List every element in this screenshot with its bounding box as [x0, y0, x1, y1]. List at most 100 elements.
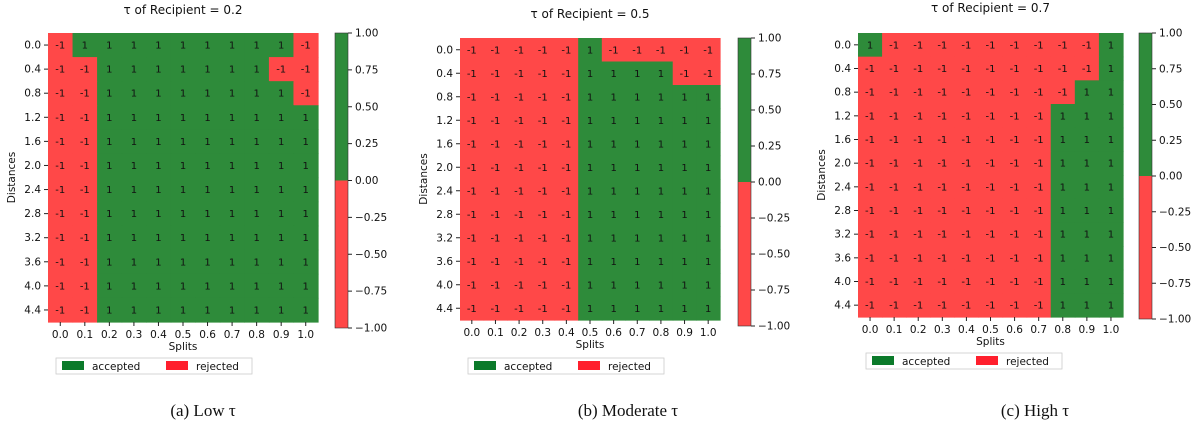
heatmap-cell — [625, 61, 650, 86]
heatmap-cell — [244, 129, 270, 155]
heatmap-cell — [625, 202, 650, 227]
colorbar-accepted — [738, 38, 751, 182]
heatmap-cell — [507, 296, 532, 321]
cell-label: -1 — [490, 280, 500, 291]
heatmap-panel-2: τ of Recipient = 0.5 -1 -1 -1 -1 -1 1 -1 -1 -1 -1 -… — [418, 7, 790, 420]
cell-label: -1 — [490, 163, 500, 174]
heatmap-cell — [672, 296, 697, 321]
cell-label: 1 — [1108, 253, 1114, 264]
cell-label: -1 — [538, 210, 548, 221]
heatmap-cell — [1026, 56, 1052, 81]
heatmap-cell — [268, 81, 295, 106]
cell-label: 1 — [634, 186, 640, 197]
cell-label: -1 — [889, 230, 899, 241]
cell-label: 1 — [180, 65, 186, 76]
heatmap-cell — [1098, 222, 1124, 247]
cell-label: 1 — [634, 257, 640, 268]
cell-label: 1 — [180, 41, 186, 52]
heatmap-cell — [170, 273, 196, 299]
cell-label: -1 — [55, 137, 65, 148]
colorbar-tick-label: −0.75 — [355, 286, 387, 298]
cell-label: -1 — [538, 163, 548, 174]
cell-label: -1 — [913, 182, 923, 193]
cell-label: -1 — [55, 65, 65, 76]
cell-label: -1 — [865, 182, 875, 193]
cell-label: 1 — [658, 139, 664, 150]
heatmap-cell — [649, 273, 674, 298]
heatmap-cell — [1002, 104, 1028, 129]
heatmap-cell — [882, 33, 907, 58]
x-tick-label: 0.3 — [534, 327, 551, 339]
cell-label: -1 — [1034, 64, 1044, 75]
heatmap-cell — [1074, 127, 1100, 152]
heatmap-cell — [578, 226, 603, 251]
heatmap-cell — [483, 155, 508, 180]
cell-label: 1 — [1084, 230, 1090, 241]
y-tick-label: 0.0 — [436, 44, 453, 56]
cell-label: 1 — [587, 163, 593, 174]
heatmap-cell — [978, 33, 1004, 58]
heatmap-cell — [146, 81, 172, 106]
cell-label: 1 — [253, 89, 259, 100]
cell-label: 1 — [131, 209, 137, 220]
x-tick-label: 0.8 — [653, 327, 670, 339]
colorbar-tick-label: 0.25 — [1159, 135, 1182, 147]
heatmap-cell — [146, 201, 172, 227]
cell-label: 1 — [634, 116, 640, 127]
cell-label: -1 — [913, 159, 923, 170]
heatmap-cell — [530, 296, 556, 321]
cell-label: 1 — [106, 233, 112, 244]
heatmap-cell — [219, 129, 245, 155]
cell-label: 1 — [1060, 230, 1066, 241]
x-tick-label: 0.5 — [175, 329, 192, 341]
heatmap-cell — [170, 81, 196, 106]
heatmap-cell — [625, 85, 650, 110]
heatmap-cell — [930, 80, 955, 105]
heatmap-cell — [978, 80, 1004, 105]
heatmap-cell — [268, 297, 295, 323]
heatmap-cell — [601, 273, 627, 298]
colorbar-tick-label: 0.00 — [758, 177, 781, 189]
cell-label: 1 — [681, 233, 687, 244]
cell-label: 1 — [1084, 277, 1090, 288]
cell-label: 1 — [253, 113, 259, 124]
cell-label: -1 — [467, 280, 477, 291]
cell-label: 1 — [180, 209, 186, 220]
cell-label: 1 — [681, 139, 687, 150]
heatmap-cell — [1050, 104, 1076, 129]
heatmap-cell — [882, 175, 907, 200]
cell-label: 1 — [278, 41, 284, 52]
cell-label: 1 — [587, 45, 593, 56]
heatmap-cell — [97, 273, 123, 299]
heatmap-cell — [244, 105, 270, 130]
heatmap-cell — [195, 33, 221, 58]
heatmap-cell — [954, 80, 980, 105]
heatmap-cell — [954, 269, 980, 294]
cell-label: -1 — [961, 277, 971, 288]
cell-label: 1 — [1108, 64, 1114, 75]
heatmap-cell — [1002, 198, 1028, 223]
cell-label: -1 — [561, 116, 571, 127]
heatmap-cell — [121, 249, 147, 275]
heatmap-cell — [601, 132, 627, 157]
heatmap-cell — [121, 297, 147, 323]
heatmap-cell — [625, 155, 650, 180]
heatmap-cell — [121, 273, 147, 299]
cell-label: 1 — [634, 92, 640, 103]
cell-label: 1 — [253, 185, 259, 196]
heatmap-cell — [170, 129, 196, 155]
y-tick-label: 2.0 — [834, 158, 851, 170]
cell-label: -1 — [889, 64, 899, 75]
heatmap-cell — [672, 85, 697, 110]
cell-label: -1 — [1010, 253, 1020, 264]
cell-label: 1 — [705, 186, 711, 197]
heatmap-cell — [1098, 293, 1124, 318]
cell-label: -1 — [656, 45, 666, 56]
cell-label: 1 — [155, 89, 161, 100]
heatmap-cell — [1098, 56, 1124, 81]
cell-label: 1 — [587, 92, 593, 103]
y-tick-label: 0.0 — [834, 39, 851, 51]
cell-label: 1 — [867, 40, 873, 51]
heatmap-cell — [554, 226, 579, 251]
cell-label: 1 — [155, 233, 161, 244]
